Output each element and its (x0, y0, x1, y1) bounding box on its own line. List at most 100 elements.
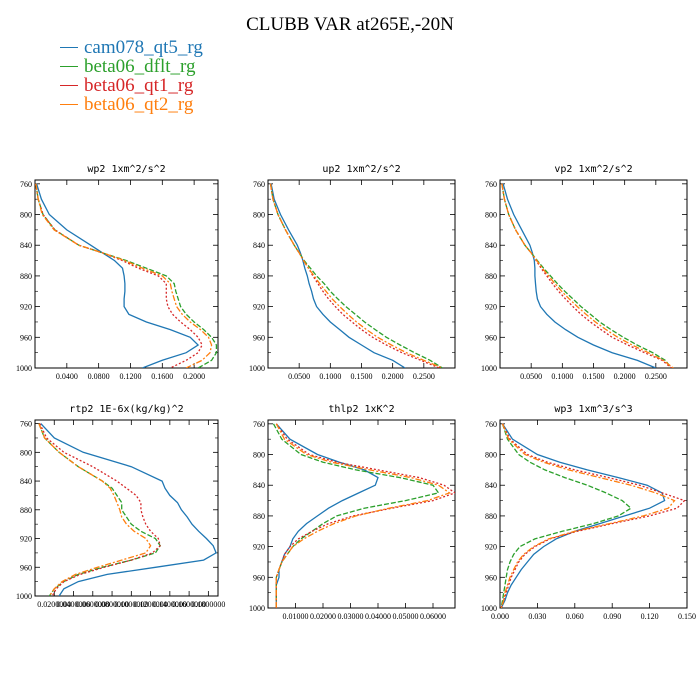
series-line-cam078_qt5_rg (275, 423, 379, 608)
y-tick-label: 760 (485, 180, 497, 189)
y-tick-label: 840 (253, 481, 265, 490)
series-line-beta06_dflt_rg (501, 183, 672, 368)
plot-frame (34, 179, 219, 369)
y-tick-label: 760 (20, 420, 32, 429)
panel-5: thlp2 1xK^2 760 800 840 880 920 960 1000 0.01000… (249, 404, 456, 621)
x-tick-label: 0.0500 (288, 372, 310, 381)
y-tick-label: 760 (253, 180, 265, 189)
y-tick-label: 920 (20, 535, 32, 544)
x-tick-label: 0.2500 (645, 372, 667, 381)
x-tick-label: 0.000 (491, 612, 509, 621)
panel-title: up2 1xm^2/s^2 (322, 164, 400, 175)
x-tick-label: 0.05000 (393, 612, 419, 621)
series-line-beta06_qt1_rg (269, 183, 440, 368)
x-tick-label: 0.1600000 (172, 600, 206, 609)
y-tick-label: 840 (485, 241, 497, 250)
x-tick-label: 0.1400000 (153, 600, 187, 609)
y-tick-label: 840 (253, 241, 265, 250)
x-tick-label: 0.1500 (583, 372, 605, 381)
series-line-cam078_qt5_rg (270, 183, 406, 368)
x-tick-label: 0.0800 (88, 372, 110, 381)
series-line-cam078_qt5_rg (40, 423, 217, 596)
y-tick-label: 920 (253, 543, 265, 552)
y-tick-label: 920 (20, 303, 32, 312)
x-tick-label: 0.2000 (183, 372, 205, 381)
x-tick-label: 0.120 (641, 612, 659, 621)
y-tick-label: 960 (253, 573, 265, 582)
y-tick-label: 760 (253, 420, 265, 429)
panel-6: wp3 1xm^3/s^3 760 800 840 880 920 960 10000.000… (481, 404, 696, 621)
y-tick-label: 840 (20, 477, 32, 486)
series-line-beta06_dflt_rg (35, 183, 218, 368)
legend-item-1: cam078_qt5_rg (60, 36, 203, 58)
legend-item-3: beta06_qt1_rg (60, 74, 203, 96)
series-line-beta06_qt1_rg (501, 183, 672, 368)
y-tick-label: 880 (20, 272, 32, 281)
x-tick-label: 0.0400000 (57, 600, 91, 609)
series-line-beta06_qt2_rg (38, 423, 152, 596)
y-tick-label: 960 (253, 333, 265, 342)
x-tick-label: 0.0400 (56, 372, 78, 381)
panel-title: thlp2 1xK^2 (328, 404, 394, 415)
series-line-beta06_qt1_rg (500, 423, 686, 608)
y-tick-label: 880 (485, 272, 497, 281)
x-tick-label: 0.060 (566, 612, 584, 621)
figure-title: CLUBB VAR at265E,-20N (246, 14, 454, 35)
x-tick-label: 0.1000 (319, 372, 341, 381)
x-tick-label: 0.2000 (614, 372, 636, 381)
x-tick-label: 0.1000000 (114, 600, 148, 609)
y-tick-label: 880 (253, 272, 265, 281)
series-line-beta06_dflt_rg (269, 183, 443, 368)
y-tick-label: 800 (253, 211, 265, 220)
x-tick-label: 0.2500 (413, 372, 435, 381)
plot-frame (499, 179, 688, 369)
y-tick-label: 960 (485, 333, 497, 342)
x-tick-label: 0.0800000 (95, 600, 129, 609)
legend-swatch (60, 85, 78, 86)
panel-2: up2 1xm^2/s^2 760 800 840 880 920 960 1000 0.050… (249, 164, 456, 381)
y-tick-label: 760 (20, 180, 32, 189)
series-line-beta06_qt2_rg (35, 183, 213, 368)
y-tick-label: 960 (485, 573, 497, 582)
legend: cam078_qt5_rg beta06_dflt_rg beta06_qt1_… (60, 36, 203, 115)
series-line-beta06_dflt_rg (500, 423, 632, 608)
legend-label: beta06_qt1_rg (84, 74, 194, 96)
x-tick-label: 0.1800000 (191, 600, 225, 609)
y-tick-label: 840 (20, 241, 32, 250)
x-tick-label: 0.2000 (382, 372, 404, 381)
y-tick-label: 800 (485, 451, 497, 460)
y-tick-label: 960 (20, 333, 32, 342)
series-line-beta06_dflt_rg (272, 423, 440, 608)
panel-title: wp2 1xm^2/s^2 (87, 164, 165, 175)
y-tick-label: 760 (485, 420, 497, 429)
series-line-cam078_qt5_rg (35, 183, 200, 368)
panel-3: vp2 1xm^2/s^2 760 800 840 880 920 960 1000 0.050… (481, 164, 688, 381)
y-tick-label: 800 (20, 448, 32, 457)
legend-item-2: beta06_dflt_rg (60, 56, 203, 77)
series-line-beta06_dflt_rg (38, 423, 161, 596)
y-tick-label: 880 (253, 512, 265, 521)
y-tick-label: 800 (20, 211, 32, 220)
panel-title: wp3 1xm^3/s^3 (554, 404, 632, 415)
legend-label: cam078_qt5_rg (84, 36, 203, 58)
panel-1: wp2 1xm^2/s^2 760 800 840 880 920 960 1000 0.040… (16, 164, 219, 381)
x-tick-label: 0.1600 (151, 372, 173, 381)
legend-swatch (60, 104, 78, 105)
legend-swatch (60, 66, 78, 67)
y-tick-label: 920 (253, 303, 265, 312)
series-line-beta06_qt2_rg (501, 183, 674, 368)
plot-frame (499, 419, 688, 609)
x-tick-label: 0.1200000 (134, 600, 168, 609)
x-tick-label: 0.0500 (520, 372, 542, 381)
series-line-beta06_qt2_rg (275, 423, 451, 608)
y-tick-label: 1000 (481, 604, 497, 613)
panel-4: rtp2 1E-6x(kg/kg)^2 760 800 840 880 920 960 100… (16, 404, 225, 609)
y-tick-label: 1000 (249, 364, 265, 373)
x-tick-label: 0.03000 (338, 612, 364, 621)
x-tick-label: 0.090 (603, 612, 621, 621)
plot-frame (267, 179, 456, 369)
panel-title: vp2 1xm^2/s^2 (554, 164, 632, 175)
legend-item-4: beta06_qt2_rg (60, 94, 203, 115)
plot-frame (34, 419, 219, 597)
y-tick-label: 880 (20, 506, 32, 515)
